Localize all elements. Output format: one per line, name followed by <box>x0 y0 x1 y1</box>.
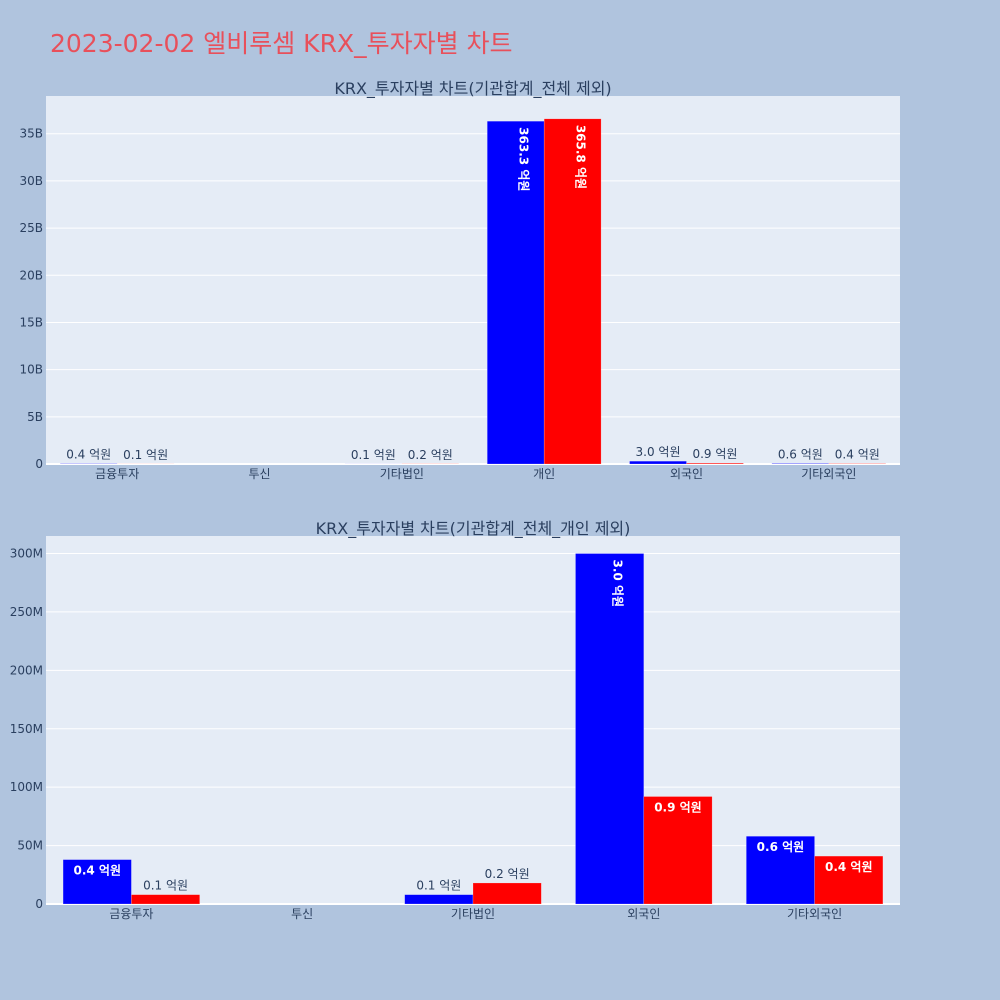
x-tick-label: 금융투자 <box>95 467 139 481</box>
x-tick-label: 외국인 <box>627 907 660 921</box>
data-label: 0.4 억원 <box>835 448 880 462</box>
data-label: 0.9 억원 <box>654 801 702 815</box>
x-tick-label: 기타외국인 <box>787 907 842 921</box>
bar <box>404 894 474 905</box>
y-tick-label: 250M <box>10 605 43 619</box>
chart-title: KRX_투자자별 차트(기관합계_전체 제외) <box>334 79 611 99</box>
data-label: 363.3 억원 <box>517 127 531 191</box>
chart-2: KRX_투자자별 차트(기관합계_전체_개인 제외) 0 50M 100M 150M 20… <box>10 519 900 921</box>
y-tick-label: 150M <box>10 722 43 736</box>
y-tick-label: 50M <box>17 839 43 853</box>
y-tick-label: 15B <box>19 315 43 329</box>
bar <box>814 855 884 905</box>
data-label: 0.6 억원 <box>757 840 805 854</box>
y-tick-label: 300M <box>10 547 43 561</box>
y-tick-label: 25B <box>19 221 43 235</box>
bar <box>486 120 545 465</box>
x-tick-label: 투신 <box>248 467 270 481</box>
bar <box>543 118 602 465</box>
bar <box>62 859 132 905</box>
x-tick-label: 기타법인 <box>380 467 424 481</box>
bar <box>643 796 713 905</box>
y-tick-label: 10B <box>19 363 43 377</box>
y-tick-label: 30B <box>19 174 43 188</box>
data-label: 0.1 억원 <box>123 448 168 462</box>
data-label: 3.0 억원 <box>611 560 625 608</box>
bar <box>131 894 200 905</box>
y-tick-label: 20B <box>19 268 43 282</box>
y-tick-label: 5B <box>27 410 43 424</box>
data-label: 0.4 억원 <box>73 864 121 878</box>
x-tick-label: 기타법인 <box>451 907 495 921</box>
y-tick-label: 35B <box>19 127 43 141</box>
page-title: 2023-02-02 엘비루셈 KRX_투자자별 차트 <box>50 29 513 58</box>
data-label: 0.1 억원 <box>351 448 396 462</box>
chart-title: KRX_투자자별 차트(기관합계_전체_개인 제외) <box>316 519 631 539</box>
data-label: 0.2 억원 <box>408 448 453 462</box>
bar <box>746 835 815 905</box>
bar <box>771 463 830 465</box>
data-label: 0.1 억원 <box>143 879 188 893</box>
x-tick-label: 기타외국인 <box>801 467 856 481</box>
bar <box>575 553 645 905</box>
bar <box>686 462 744 465</box>
data-label: 0.9 억원 <box>692 447 737 461</box>
y-tick-label: 0 <box>35 897 43 911</box>
x-tick-label: 개인 <box>533 467 555 481</box>
plot-background <box>46 96 900 464</box>
data-label: 0.1 억원 <box>416 879 461 893</box>
data-label: 365.8 억원 <box>574 125 588 189</box>
y-tick-label: 100M <box>10 780 43 794</box>
data-label: 0.4 억원 <box>66 448 111 462</box>
data-label: 0.2 억원 <box>485 867 530 881</box>
y-tick-label: 200M <box>10 663 43 677</box>
x-tick-label: 투신 <box>291 907 313 921</box>
data-label: 0.4 억원 <box>825 860 873 874</box>
bar <box>629 460 687 465</box>
y-tick-label: 0 <box>35 457 43 471</box>
data-label: 3.0 억원 <box>636 445 681 459</box>
x-tick-label: 금융투자 <box>109 907 153 921</box>
x-tick-label: 외국인 <box>670 467 703 481</box>
data-label: 0.6 억원 <box>778 447 823 461</box>
chart-1: KRX_투자자별 차트(기관합계_전체 제외) 0 5B 10B 15B 20B 25B 30… <box>19 79 900 481</box>
bar <box>472 882 542 905</box>
